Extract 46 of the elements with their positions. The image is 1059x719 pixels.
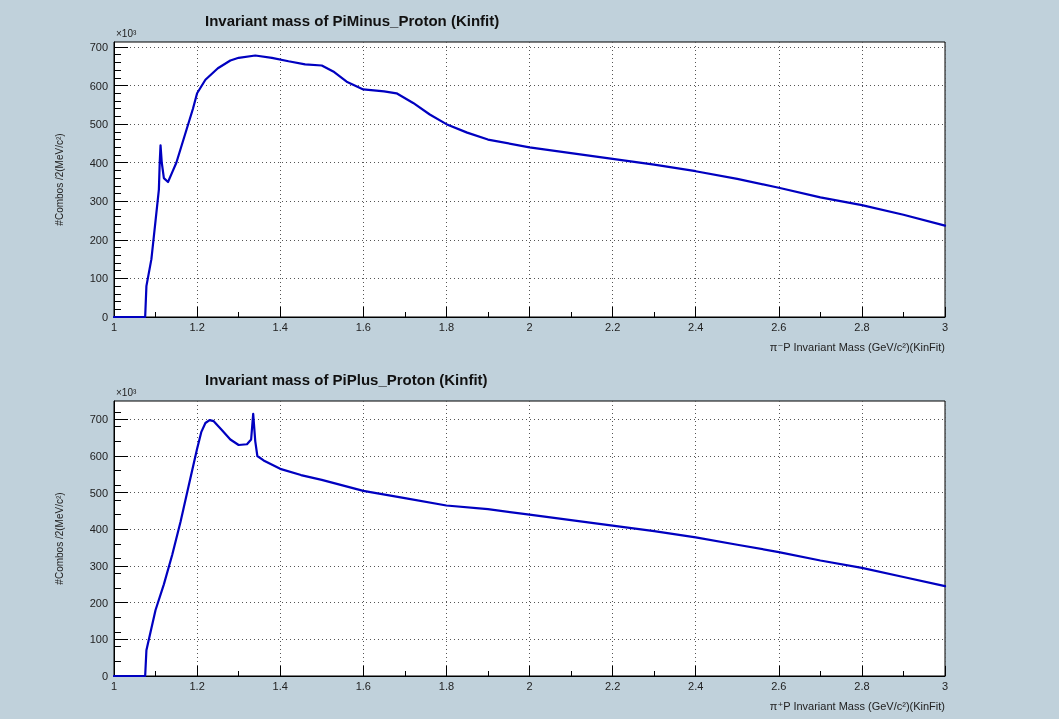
x-tick-label: 1.4: [272, 679, 288, 692]
x-tick-label: 1.2: [189, 320, 205, 333]
y-tick-label: 100: [89, 272, 108, 285]
y-tick-label: 300: [89, 195, 108, 208]
x-tick-label: 1.6: [355, 320, 371, 333]
x-tick-label: 2.2: [604, 679, 621, 692]
chart-title: Invariant mass of PiMinus_Proton (Kinfit): [205, 12, 500, 29]
y-tick-label: 100: [89, 633, 108, 646]
text: ×10³: [116, 386, 137, 398]
x-tick-label: 1.6: [355, 679, 371, 692]
y-tick-label: 300: [89, 560, 108, 572]
x-tick-label: 1.4: [272, 320, 288, 333]
y-tick-label: 400: [89, 523, 108, 536]
x-tick-label: 1.8: [438, 679, 455, 692]
y-tick-label: 700: [89, 41, 108, 54]
chart-title: Invariant mass of PiPlus_Proton (Kinfit): [205, 371, 488, 388]
y-tick-label: 600: [89, 79, 108, 92]
x-tick-label: 2: [526, 679, 533, 692]
y-tick-label: 200: [89, 233, 108, 246]
y-tick-label: 600: [89, 450, 108, 462]
x-axis-title: π⁺P Invariant Mass (GeV/c²)(KinFit): [769, 699, 945, 712]
y-tick-label: 0: [101, 311, 108, 323]
x-tick-label: 1: [110, 320, 118, 333]
y-tick-label: 200: [89, 596, 108, 609]
y-tick-label: 400: [89, 156, 108, 169]
x-tick-label: 1.2: [189, 679, 205, 692]
x-tick-label: 3: [941, 679, 949, 692]
y-tick-label: 500: [89, 118, 108, 131]
x-tick-label: 2.4: [688, 320, 704, 333]
x-tick-label: 2.6: [771, 320, 787, 333]
x-tick-label: 2.4: [688, 679, 704, 692]
x-axis-title: π⁻P Invariant Mass (GeV/c²)(KinFit): [769, 340, 945, 353]
y-tick-label: 500: [89, 486, 108, 499]
y-axis-title: #Combos /2(MeV/c²): [53, 492, 65, 585]
x-tick-label: 2.6: [771, 679, 787, 692]
x-tick-label: 3: [941, 320, 949, 333]
x-tick-label: 2.8: [854, 320, 870, 333]
x-tick-label: 1.8: [438, 320, 455, 333]
y-tick-label: 0: [101, 670, 108, 682]
x-tick-label: 2.8: [854, 679, 870, 692]
y-axis-title: #Combos /2(MeV/c²): [53, 133, 65, 226]
x-tick-label: 1: [110, 679, 118, 692]
x-tick-label: 2.2: [604, 320, 621, 333]
text: ×10³: [116, 27, 137, 39]
y-tick-label: 700: [89, 413, 108, 426]
x-tick-label: 2: [526, 320, 533, 333]
